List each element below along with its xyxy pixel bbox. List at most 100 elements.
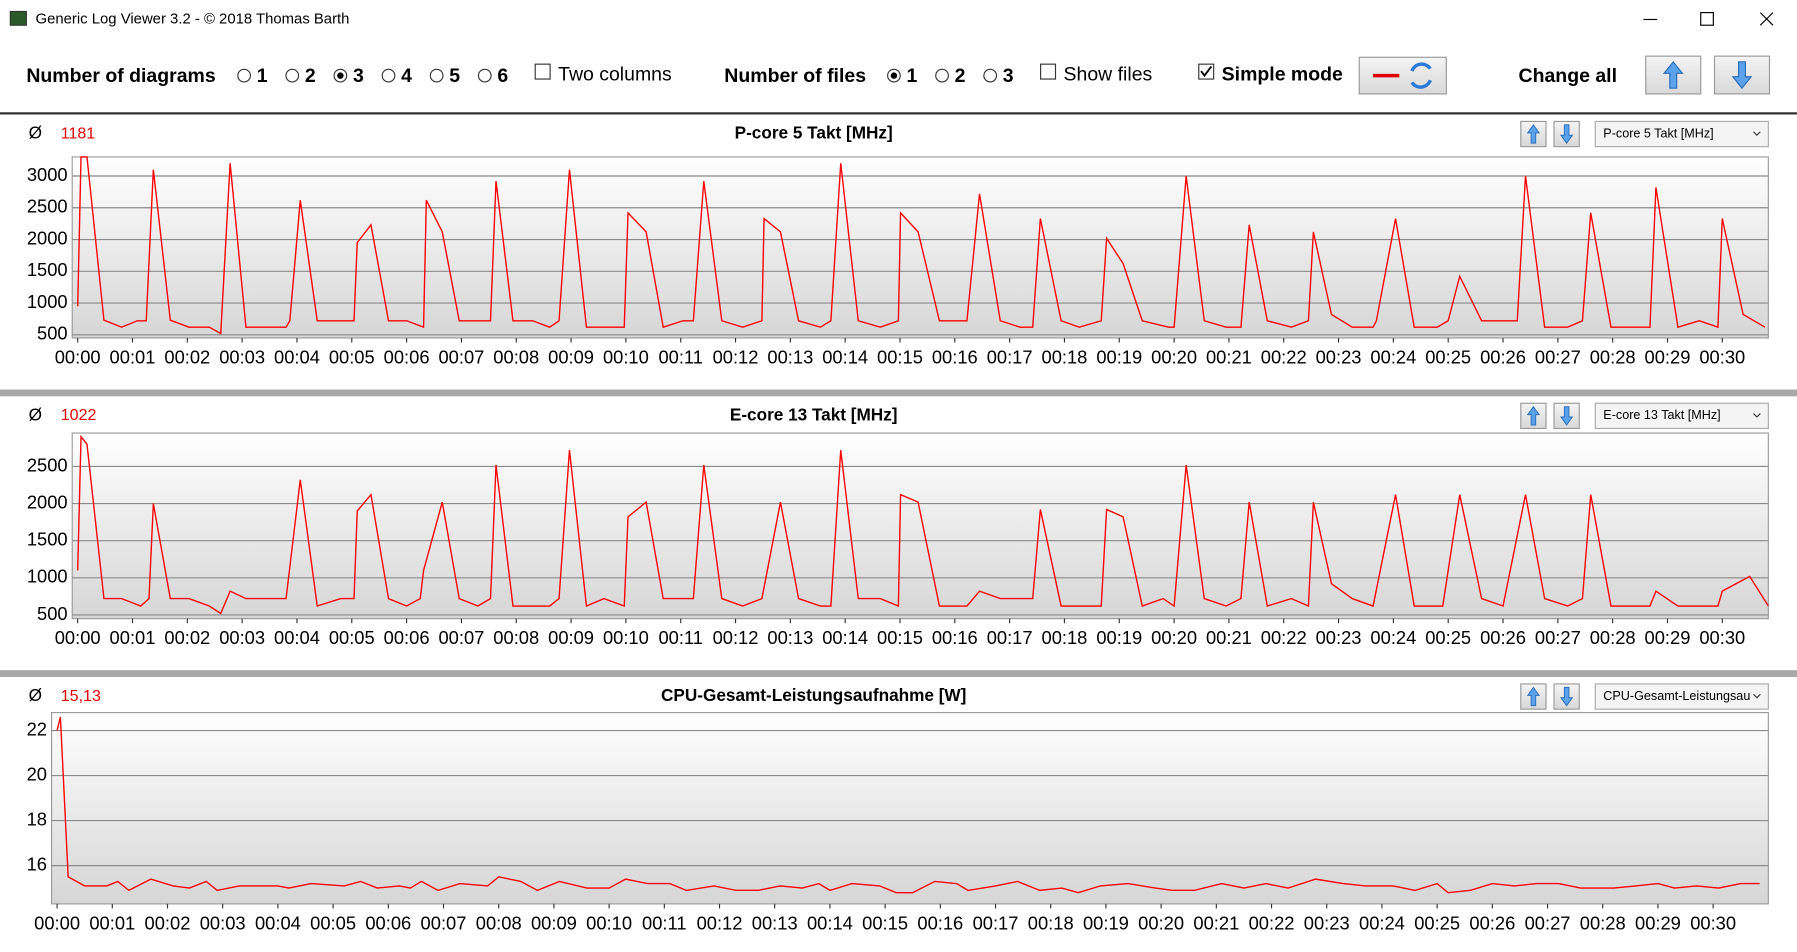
channel-select[interactable] xyxy=(1594,683,1769,710)
two-columns-label: Two columns xyxy=(558,64,672,86)
x-tick-label: 00:29 xyxy=(1635,912,1681,933)
x-tick-label: 00:24 xyxy=(1370,346,1416,367)
x-tick-label: 00:22 xyxy=(1249,912,1295,933)
x-tick-label: 00:06 xyxy=(365,912,411,933)
up-arrow-icon xyxy=(1526,686,1541,707)
radio-button[interactable] xyxy=(983,68,998,83)
x-tick-label: 00:30 xyxy=(1690,912,1736,933)
button-frame[interactable] xyxy=(1358,56,1447,95)
x-tick-label: 00:04 xyxy=(274,627,320,648)
x-tick-label: 00:28 xyxy=(1590,627,1636,648)
x-tick-label: 00:09 xyxy=(531,912,577,933)
x-tick-label: 00:22 xyxy=(1261,346,1307,367)
x-tick-label: 00:06 xyxy=(384,346,430,367)
y-tick-label: 3000 xyxy=(27,164,68,185)
x-tick-label: 00:07 xyxy=(438,627,484,648)
radio-label: 2 xyxy=(955,65,966,87)
x-tick-label: 00:25 xyxy=(1414,912,1460,933)
move-all-up-button[interactable] xyxy=(1645,55,1702,95)
dropdown-arrow xyxy=(1753,693,1761,699)
x-tick-label: 00:15 xyxy=(877,627,923,648)
diagrams-label: Number of diagrams xyxy=(26,65,216,87)
close-button[interactable] xyxy=(1759,12,1774,26)
x-tick-label: 00:15 xyxy=(862,912,908,933)
y-tick-label: 16 xyxy=(27,853,47,874)
x-tick-label: 00:19 xyxy=(1096,346,1142,367)
radio-button[interactable] xyxy=(285,68,300,83)
x-tick-label: 00:00 xyxy=(55,627,101,648)
maximize-button[interactable] xyxy=(1700,12,1714,26)
x-tick-label: 00:21 xyxy=(1193,912,1239,933)
radio-button[interactable] xyxy=(429,68,444,83)
avg-symbol: Ø xyxy=(29,123,42,143)
data-line xyxy=(77,156,1766,335)
checkbox[interactable] xyxy=(534,63,551,80)
radio-button[interactable] xyxy=(381,68,396,83)
x-tick-label: 00:03 xyxy=(200,912,246,933)
radio-label: 5 xyxy=(449,65,460,87)
x-tick-label: 00:13 xyxy=(767,627,813,648)
x-tick-label: 00:01 xyxy=(110,627,156,648)
x-tick-label: 00:26 xyxy=(1480,627,1526,648)
x-tick-label: 00:03 xyxy=(219,627,265,648)
x-tick-label: 00:21 xyxy=(1206,346,1252,367)
x-tick-label: 00:09 xyxy=(548,627,594,648)
x-tick-label: 00:08 xyxy=(476,912,522,933)
window-title: Generic Log Viewer 3.2 - © 2018 Thomas B… xyxy=(36,11,350,27)
dropdown-arrow xyxy=(1753,413,1761,418)
x-tick-label: 00:27 xyxy=(1535,346,1581,367)
x-tick-label: 00:12 xyxy=(713,627,759,648)
plot-area xyxy=(50,711,1769,905)
simple-mode-label: Simple mode xyxy=(1222,64,1343,86)
x-tick-label: 00:11 xyxy=(658,627,703,648)
checkbox[interactable] xyxy=(1040,63,1057,80)
x-tick-label: 00:23 xyxy=(1304,912,1350,933)
x-tick-label: 00:24 xyxy=(1370,627,1416,648)
y-tick-label: 1500 xyxy=(27,259,68,280)
radio-button[interactable] xyxy=(237,68,251,83)
files-label: Number of files xyxy=(724,65,866,87)
radio-button[interactable] xyxy=(935,68,949,83)
checkmark xyxy=(1200,65,1213,78)
x-tick-label: 00:27 xyxy=(1525,912,1571,933)
x-tick-label: 00:04 xyxy=(274,346,320,367)
radio-dot xyxy=(337,72,344,79)
x-tick-label: 00:16 xyxy=(932,346,978,367)
move-all-down-button[interactable] xyxy=(1713,55,1771,95)
radio-label: 1 xyxy=(257,65,268,87)
y-tick-label: 18 xyxy=(27,808,47,829)
x-tick-label: 00:22 xyxy=(1261,627,1307,648)
x-tick-label: 00:07 xyxy=(421,912,467,933)
plot-area xyxy=(71,432,1769,620)
plot-area xyxy=(71,156,1769,339)
average-value: 15,13 xyxy=(61,687,101,705)
change-all-label: Change all xyxy=(1519,65,1617,87)
x-tick-label: 00:18 xyxy=(1028,912,1074,933)
x-tick-label: 00:10 xyxy=(603,346,649,367)
y-tick-label: 1000 xyxy=(27,291,68,312)
x-tick-label: 00:02 xyxy=(145,912,191,933)
panel-separator xyxy=(0,670,1797,678)
channel-select[interactable] xyxy=(1594,402,1769,430)
chart-title: E-core 13 Takt [MHz] xyxy=(730,404,898,424)
channel-select[interactable] xyxy=(1594,120,1769,148)
x-tick-label: 00:29 xyxy=(1645,346,1691,367)
radio-button[interactable] xyxy=(477,68,492,83)
up-arrow-icon xyxy=(1526,405,1541,426)
y-tick-label: 1000 xyxy=(27,566,68,587)
x-tick-label: 00:20 xyxy=(1151,346,1197,367)
radio-label: 3 xyxy=(1003,65,1014,87)
radio-label: 1 xyxy=(907,65,918,87)
x-tick-label: 00:23 xyxy=(1316,627,1362,648)
x-tick-label: 00:04 xyxy=(255,912,301,933)
x-tick-label: 00:12 xyxy=(697,912,743,933)
x-tick-label: 00:02 xyxy=(164,627,210,648)
dropdown-arrow xyxy=(1753,131,1761,136)
x-tick-label: 00:28 xyxy=(1580,912,1626,933)
y-tick-label: 500 xyxy=(37,323,68,344)
channel-select-label: E-core 13 Takt [MHz] xyxy=(1603,408,1720,422)
color-button[interactable] xyxy=(1358,56,1447,95)
radio-label: 4 xyxy=(401,65,412,87)
x-tick-label: 00:06 xyxy=(384,627,430,648)
